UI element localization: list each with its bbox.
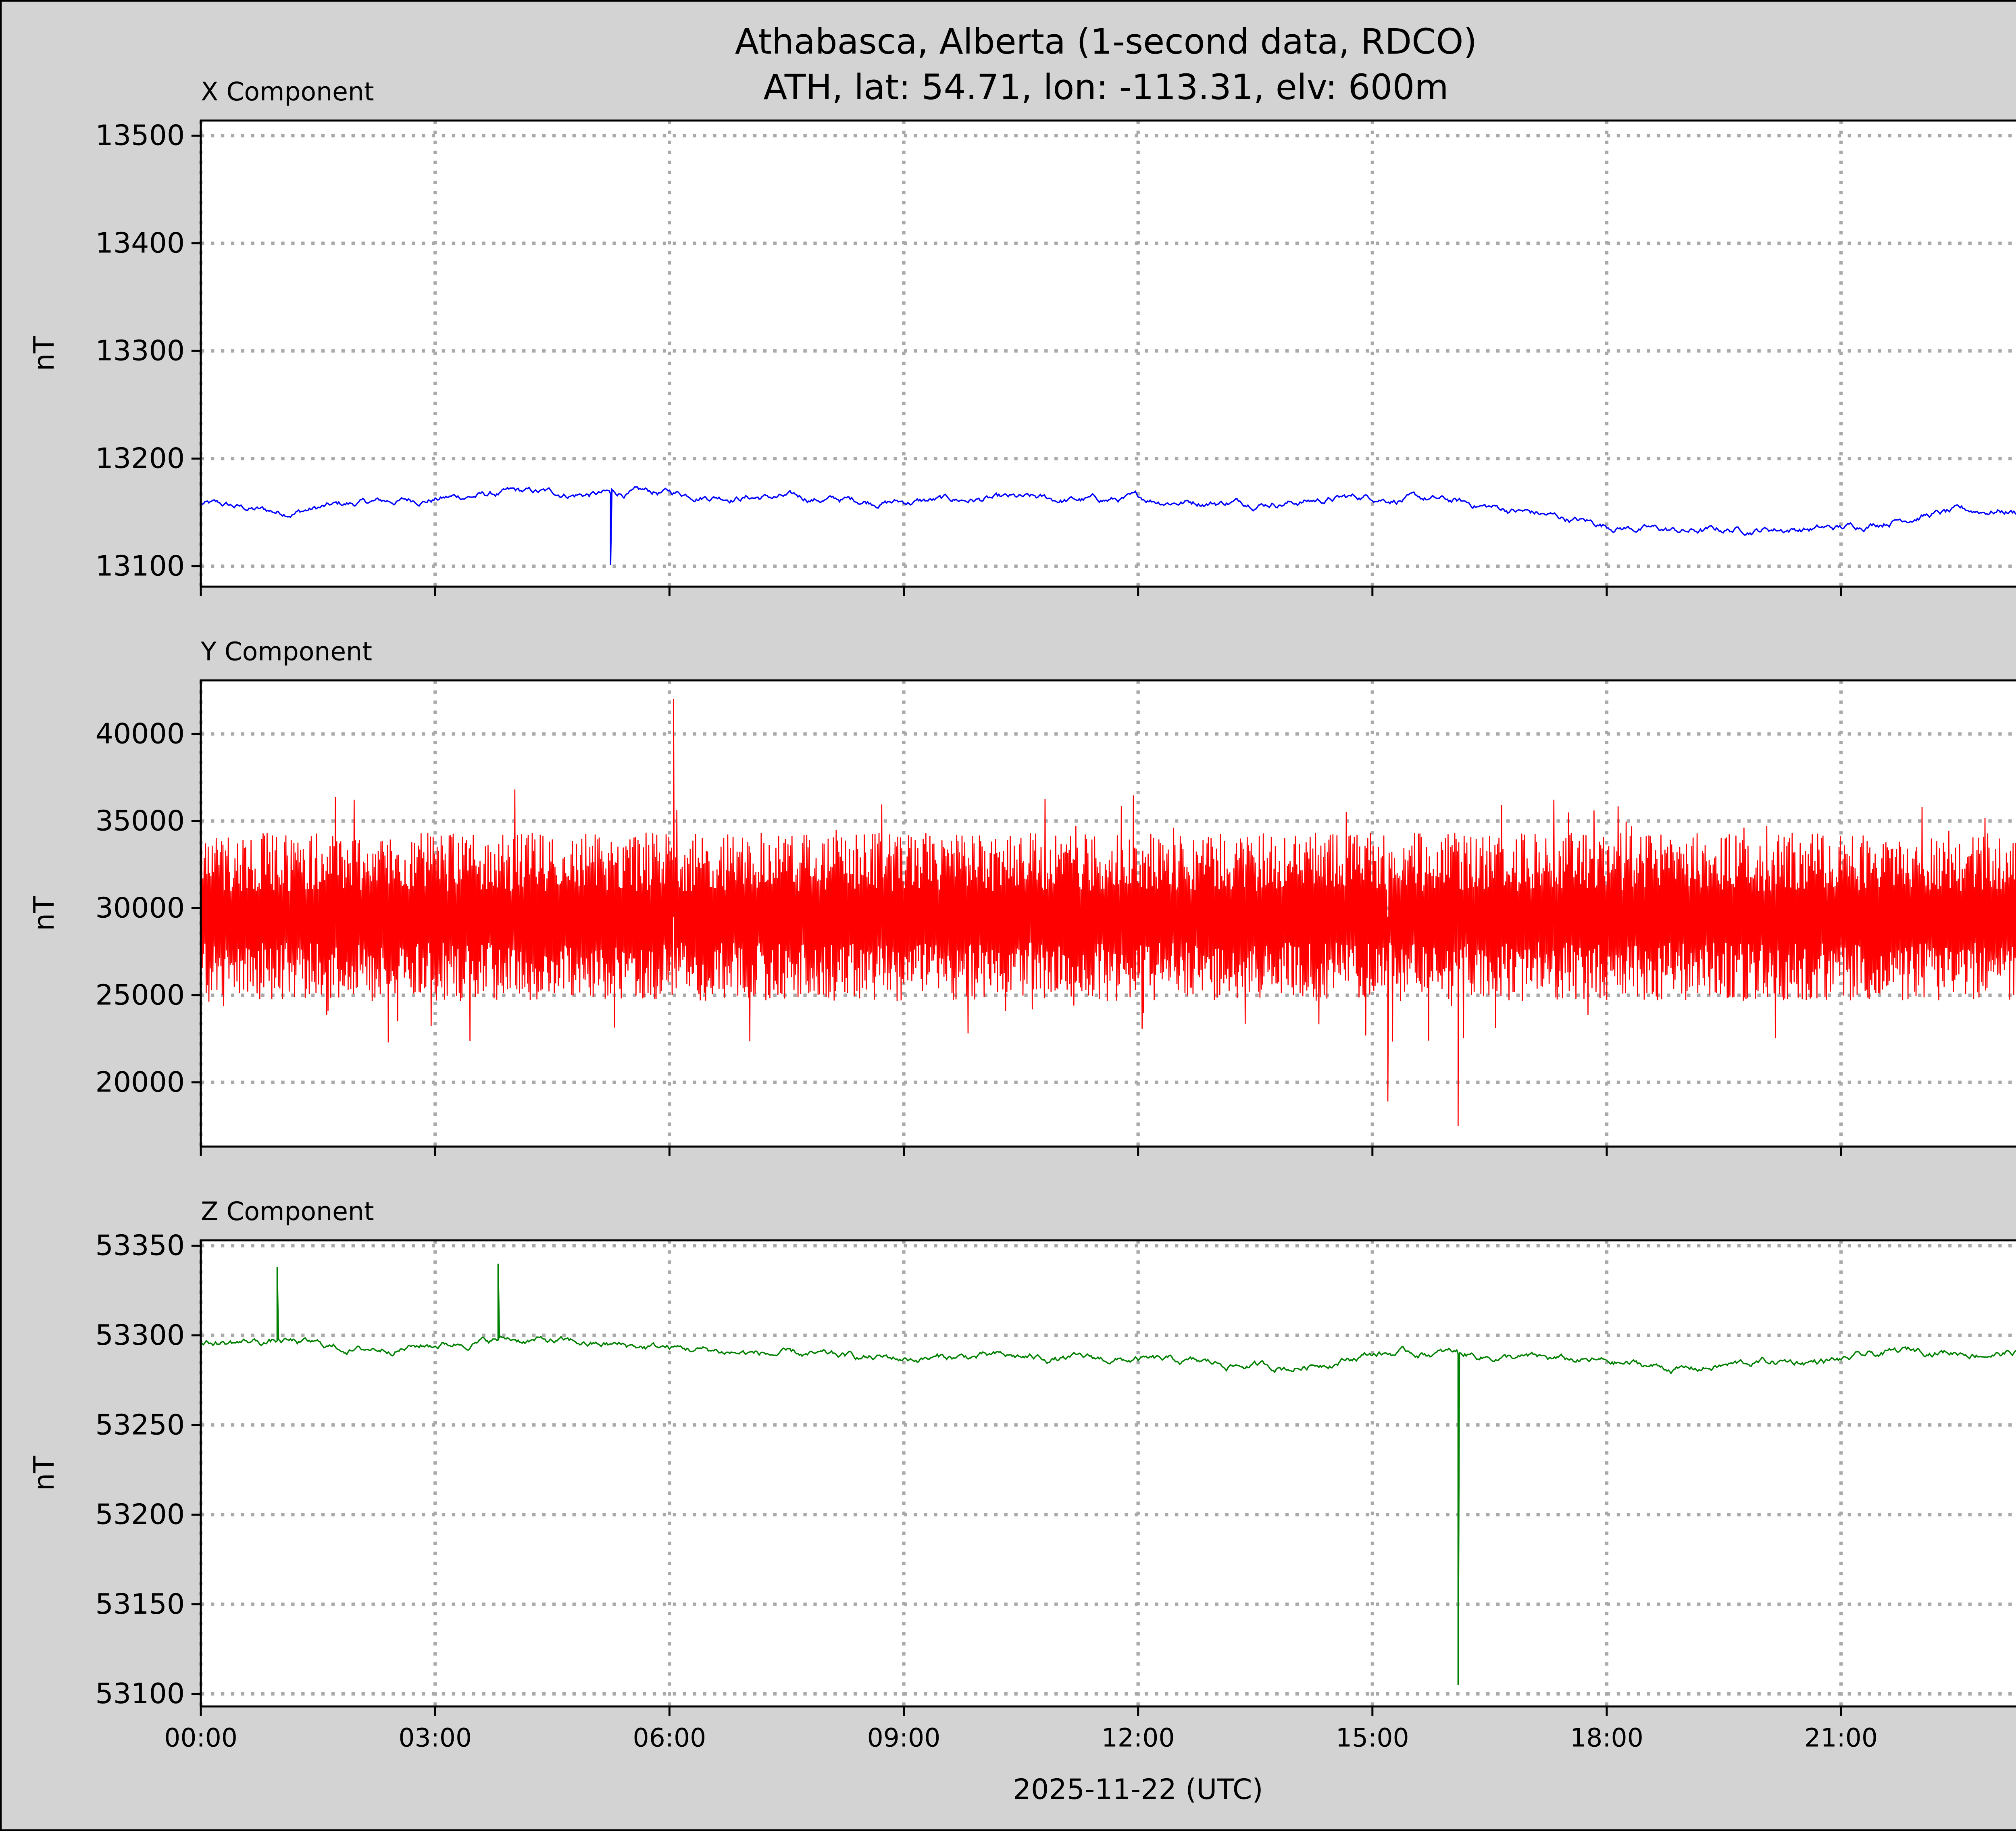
panel-z-component: Z Component nT 00:00 03:00 06:00 09:00 12:00 15… [28, 1196, 2016, 1753]
x-tick-label: 09:00 [867, 1723, 941, 1753]
chart-title: Athabasca, Alberta (1-second data, RDCO) [735, 22, 1477, 62]
y-tick-label: 53350 [95, 1229, 185, 1262]
series-line-z [200, 1263, 2016, 1685]
x-axis-label: 2025-11-22 (UTC) [1013, 1773, 1263, 1806]
y-tick-label: 53250 [95, 1408, 185, 1441]
y-tick-label: 40000 [95, 718, 185, 750]
plot-area [201, 120, 2016, 587]
x-tick-label: 12:00 [1102, 1723, 1175, 1753]
plot-area [201, 1240, 2016, 1707]
x-tick-label: 21:00 [1804, 1723, 1878, 1753]
y-tick-label: 30000 [95, 892, 185, 924]
y-tick-label: 53300 [95, 1319, 185, 1352]
panel-title: X Component [201, 77, 374, 106]
axes-frame [200, 679, 2016, 1148]
x-tick-label: 15:00 [1336, 1723, 1409, 1753]
y-tick-label: 53100 [95, 1677, 185, 1710]
y-tick-label: 13100 [95, 550, 185, 582]
panel-title: Z Component [201, 1196, 374, 1226]
x-tick-label: 18:00 [1570, 1723, 1643, 1753]
series-line-y [200, 699, 2016, 1126]
panel-x-component: X Component nT 13100 13200 13300 13400 13500 [28, 77, 2016, 596]
y-tick-label: 53200 [95, 1498, 185, 1531]
y-tick-label: 13300 [95, 335, 185, 367]
y-tick-label: 13400 [95, 227, 185, 260]
axes-frame [200, 1239, 2016, 1708]
y-tick-label: 25000 [95, 979, 185, 1011]
y-tick-label: 53150 [95, 1588, 185, 1621]
y-tick-label: 20000 [95, 1066, 185, 1098]
x-tick-label: 00:00 [164, 1723, 237, 1753]
y-axis-label: nT [28, 336, 60, 371]
x-tick-label: 03:00 [398, 1723, 472, 1753]
y-axis-label: nT [28, 1456, 60, 1491]
x-tick-label: 06:00 [633, 1723, 706, 1753]
chart-subtitle: ATH, lat: 54.71, lon: -113.31, elv: 600m [763, 67, 1448, 108]
axes-frame [200, 119, 2016, 588]
series-line-x [200, 486, 2016, 565]
y-tick-label: 13200 [95, 442, 185, 475]
y-tick-label: 13500 [95, 119, 185, 152]
panel-y-component: Y Component nT 20000 25000 30000 35000 40000 [28, 637, 2016, 1156]
panel-title: Y Component [200, 637, 372, 667]
y-tick-label: 35000 [95, 805, 185, 837]
y-axis-label: nT [28, 896, 60, 931]
